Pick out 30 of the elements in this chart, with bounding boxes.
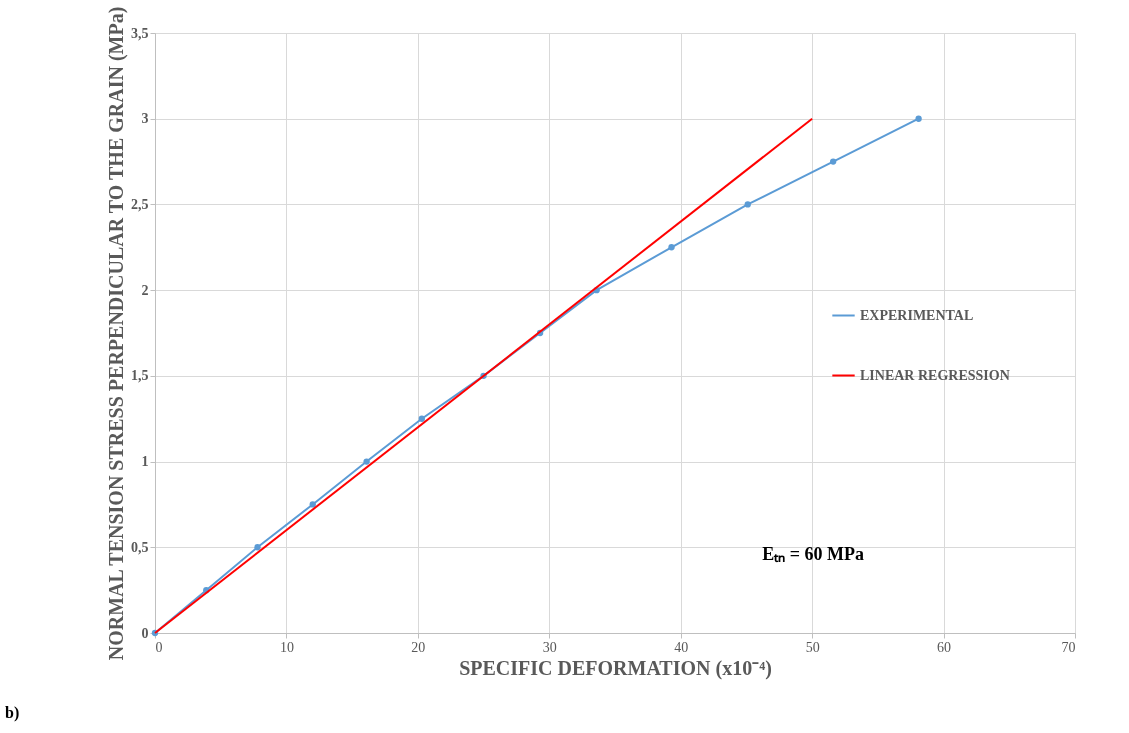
point	[363, 458, 370, 465]
point	[254, 544, 261, 551]
x-tick-label: 0	[155, 639, 163, 655]
point	[309, 501, 316, 508]
y-tick-label: 3,5	[131, 25, 149, 41]
legend-label: LINEAR REGRESSION	[860, 367, 1010, 383]
x-tick-label: 30	[542, 639, 557, 655]
point	[744, 201, 751, 208]
y-axis-title: NORMAL TENSION STRESS PERPENDICULAR TO THE GRAIN (MPa)	[105, 6, 128, 661]
y-tick-label: 0	[141, 625, 149, 641]
y-tick-label: 2,5	[131, 196, 149, 212]
y-tick-label: 3	[141, 111, 149, 127]
x-tick-label: 70	[1061, 639, 1076, 655]
point	[418, 415, 425, 422]
y-tick-label: 1,5	[131, 368, 149, 384]
point	[830, 158, 837, 165]
legend-label: EXPERIMENTAL	[860, 307, 974, 323]
y-tick-label: 2	[141, 282, 149, 298]
point	[668, 244, 675, 251]
y-tick-label: 1	[141, 454, 149, 470]
x-tick-label: 50	[805, 639, 820, 655]
x-tick-label: 10	[279, 639, 294, 655]
x-tick-label: 20	[411, 639, 426, 655]
x-axis-title: SPECIFIC DEFORMATION (x10⁻⁴)	[459, 656, 772, 680]
x-tick-label: 40	[674, 639, 689, 655]
annotation: Eₜₙ = 60 MPa	[762, 544, 864, 564]
point	[915, 115, 922, 122]
x-tick-label: 60	[937, 639, 952, 655]
y-tick-label: 0,5	[131, 539, 149, 555]
text: b)	[5, 704, 20, 722]
